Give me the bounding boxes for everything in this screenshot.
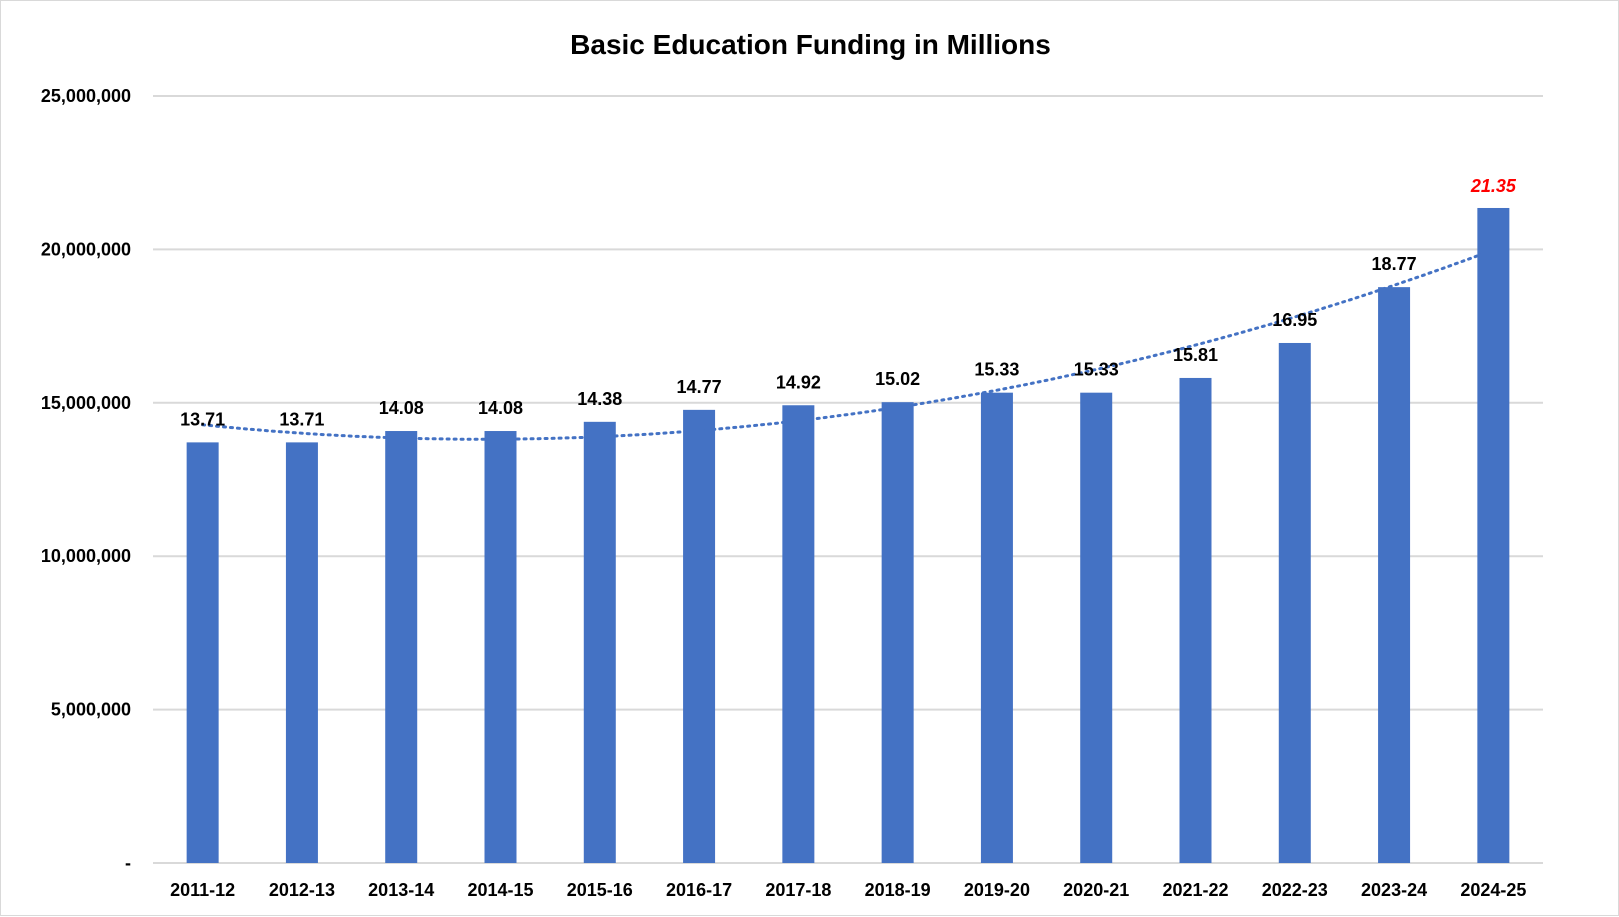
y-tick-label: 10,000,000 bbox=[41, 546, 131, 566]
bar bbox=[782, 405, 815, 863]
x-tick-label: 2016-17 bbox=[666, 880, 732, 900]
data-label: 13.71 bbox=[279, 409, 324, 429]
bar bbox=[881, 402, 914, 863]
x-tick-label: 2020-21 bbox=[1063, 880, 1129, 900]
y-tick-label: 25,000,000 bbox=[41, 86, 131, 106]
y-axis-ticks: - 5,000,000 10,000,000 15,000,000 20,000,000… bbox=[41, 86, 131, 873]
x-axis-ticks: 2011-12 2012-13 2013-14 2014-15 2015-16 2016-… bbox=[170, 880, 1526, 900]
gridlines bbox=[153, 95, 1543, 864]
x-tick-label: 2015-16 bbox=[567, 880, 633, 900]
data-label: 15.33 bbox=[974, 360, 1019, 380]
x-tick-label: 2023-24 bbox=[1361, 880, 1427, 900]
bar bbox=[385, 431, 418, 863]
x-tick-label: 2014-15 bbox=[467, 880, 533, 900]
x-tick-label: 2017-18 bbox=[765, 880, 831, 900]
bar bbox=[683, 409, 716, 863]
bar bbox=[285, 442, 318, 863]
bar bbox=[583, 421, 616, 863]
bar bbox=[1278, 342, 1311, 863]
bar bbox=[1378, 287, 1411, 863]
bar bbox=[1080, 392, 1113, 863]
bar bbox=[484, 431, 517, 863]
data-labels: 13.71 13.71 14.08 14.08 14.38 14.77 14.92 15.02… bbox=[180, 176, 1517, 429]
x-tick-label: 2018-19 bbox=[865, 880, 931, 900]
x-tick-label: 2012-13 bbox=[269, 880, 335, 900]
data-label-highlight: 21.35 bbox=[1470, 176, 1517, 196]
data-label: 14.38 bbox=[577, 389, 622, 409]
x-tick-label: 2019-20 bbox=[964, 880, 1030, 900]
data-label: 13.71 bbox=[180, 409, 225, 429]
data-label: 15.81 bbox=[1173, 345, 1218, 365]
y-tick-label: 15,000,000 bbox=[41, 393, 131, 413]
data-label: 14.77 bbox=[677, 377, 722, 397]
data-label: 14.92 bbox=[776, 372, 821, 392]
data-label: 15.02 bbox=[875, 369, 920, 389]
x-tick-label: 2024-25 bbox=[1460, 880, 1526, 900]
data-label: 14.08 bbox=[478, 398, 523, 418]
chart-title: Basic Education Funding in Millions bbox=[570, 29, 1051, 60]
bar bbox=[980, 392, 1013, 863]
trendline-layer bbox=[201, 248, 1495, 441]
bar bbox=[1179, 377, 1212, 863]
bars bbox=[186, 207, 1510, 863]
data-label: 18.77 bbox=[1372, 254, 1417, 274]
y-tick-label: 20,000,000 bbox=[41, 239, 131, 259]
trendline bbox=[201, 248, 1495, 441]
bar bbox=[186, 442, 219, 863]
y-tick-label: 5,000,000 bbox=[51, 700, 131, 720]
x-tick-label: 2013-14 bbox=[368, 880, 434, 900]
data-label: 15.33 bbox=[1074, 360, 1119, 380]
y-tick-label: - bbox=[125, 853, 131, 873]
data-label: 14.08 bbox=[379, 398, 424, 418]
data-label: 16.95 bbox=[1272, 310, 1317, 330]
x-tick-label: 2011-12 bbox=[170, 880, 235, 900]
x-tick-label: 2021-22 bbox=[1162, 880, 1228, 900]
bar bbox=[1477, 207, 1510, 863]
x-tick-label: 2022-23 bbox=[1262, 880, 1328, 900]
